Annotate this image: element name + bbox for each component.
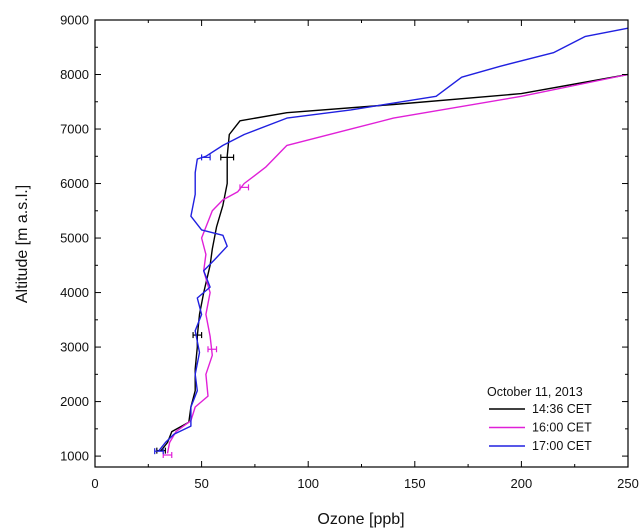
- legend: October 11, 2013 14:36 CET 16:00 CET 17:00…: [487, 385, 592, 453]
- x-tick-label: 150: [404, 476, 426, 491]
- legend-title: October 11, 2013: [487, 385, 583, 399]
- x-tick-label: 0: [91, 476, 98, 491]
- y-tick-label: 2000: [60, 394, 89, 409]
- legend-label-1: 14:36 CET: [532, 402, 592, 416]
- series-line-3: [158, 27, 629, 452]
- x-tick-label: 250: [617, 476, 639, 491]
- y-tick-label: 3000: [60, 340, 89, 355]
- y-tick-label: 6000: [60, 176, 89, 191]
- axis-layer: 0 50 100 150 200 250 1000 2000 3000 4000 5000 6000 7…: [60, 13, 639, 492]
- legend-label-3: 17:00 CET: [532, 439, 592, 453]
- y-tick-label: 9000: [60, 13, 89, 28]
- y-tick-label: 4000: [60, 285, 89, 300]
- x-tick-label: 200: [511, 476, 533, 491]
- y-tick-label: 8000: [60, 67, 89, 82]
- plot-background: [95, 20, 628, 467]
- legend-label-2: 16:00 CET: [532, 421, 592, 435]
- x-tick-label: 100: [297, 476, 319, 491]
- y-tick-label: 1000: [60, 449, 89, 464]
- series-line-2: [166, 73, 629, 454]
- x-axis-title: Ozone [ppb]: [317, 511, 404, 528]
- y-tick-label: 5000: [60, 231, 89, 246]
- x-tick-label: 50: [194, 476, 208, 491]
- series-layer: [154, 27, 629, 459]
- y-axis-title: Altitude [m a.s.l.]: [14, 185, 31, 303]
- y-tick-label: 7000: [60, 122, 89, 137]
